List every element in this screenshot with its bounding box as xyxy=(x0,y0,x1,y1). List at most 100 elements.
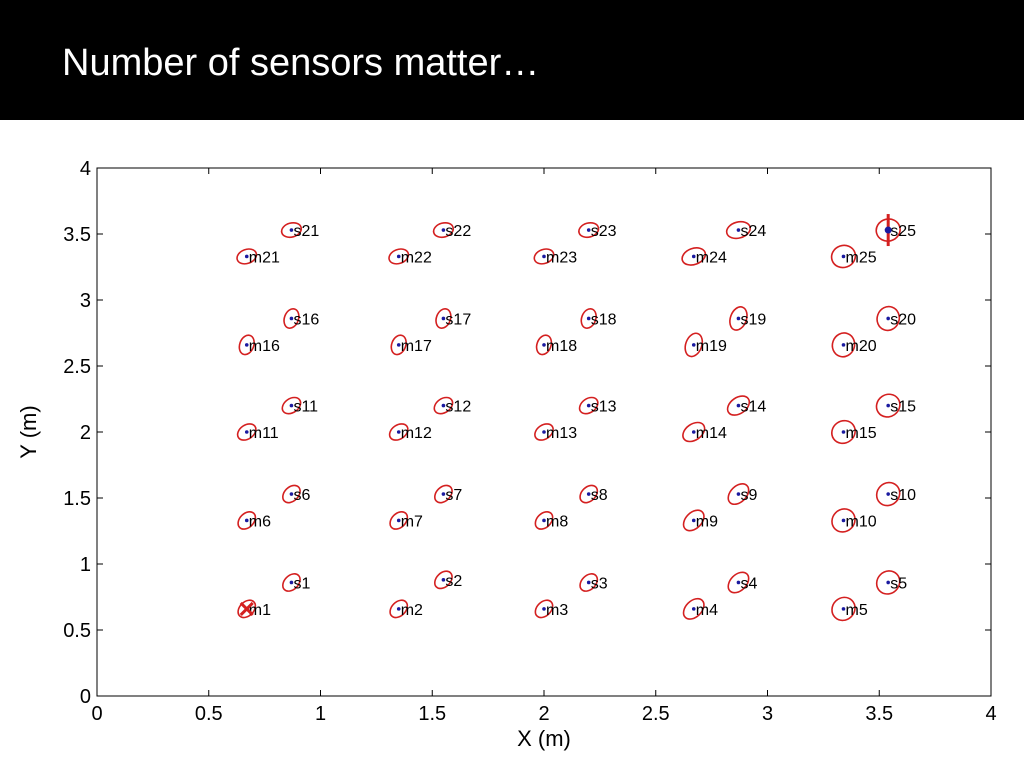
mark-point: m17 xyxy=(390,334,432,356)
mark-ellipse xyxy=(831,596,856,622)
mark-estimate xyxy=(841,430,846,434)
mark-estimate xyxy=(542,518,546,523)
mark-label: m14 xyxy=(696,425,727,442)
mark-estimate xyxy=(244,254,249,259)
mark-point: m23 xyxy=(533,248,577,266)
sensor-estimate xyxy=(586,228,591,232)
cross-stroke xyxy=(239,601,254,616)
sensor-label: s25 xyxy=(890,223,916,240)
sensor-ellipse xyxy=(725,220,752,240)
y-tick-label: 0.5 xyxy=(63,620,91,642)
mark-point: m11 xyxy=(236,423,279,442)
sensor-label: s4 xyxy=(740,575,757,592)
sensor-label: s8 xyxy=(591,487,608,504)
sensor-ellipse xyxy=(726,395,751,416)
mark-estimate xyxy=(396,607,401,611)
mark-point: m7 xyxy=(389,511,423,530)
sensor-estimate xyxy=(441,228,446,232)
x-tick-label: 1 xyxy=(315,703,326,725)
sensor-estimate xyxy=(586,403,591,408)
sensor-ellipse xyxy=(727,483,750,506)
sensor-label: s21 xyxy=(293,223,319,240)
mark-ellipse xyxy=(236,248,258,265)
mark-ellipse xyxy=(389,599,409,619)
sensor-estimate xyxy=(289,492,294,496)
chart-marks: s1 s2 s3 s4 s5 s6 s7 s8 s9 s10 s11 s12 s13 s14 s15 s16 s… xyxy=(236,214,916,622)
y-tick-label: 3.5 xyxy=(63,224,91,246)
sensor-point: s7 xyxy=(433,484,462,504)
sensor-ellipse xyxy=(727,571,750,594)
mark-point: m18 xyxy=(535,334,577,356)
sensor-ellipse xyxy=(433,570,453,590)
mark-ellipse xyxy=(534,511,554,530)
sensor-ellipse xyxy=(876,305,901,332)
mark-ellipse xyxy=(681,247,707,266)
sensor-label: s10 xyxy=(890,487,916,504)
sensor-point: s14 xyxy=(726,395,766,416)
mark-ellipse xyxy=(534,599,554,619)
sensor-ellipse xyxy=(578,222,600,239)
mark-label: m3 xyxy=(546,602,568,619)
mark-label: m23 xyxy=(546,249,577,266)
mark-point: m19 xyxy=(684,332,727,358)
mark-estimate xyxy=(691,430,696,434)
sensor-ellipse xyxy=(435,307,452,329)
mark-ellipse xyxy=(830,244,857,269)
sensor-label: s20 xyxy=(890,311,916,328)
sensor-label: s24 xyxy=(740,223,766,240)
sensor-label: s3 xyxy=(591,575,608,592)
mark-label: m20 xyxy=(845,338,876,355)
mark-ellipse xyxy=(390,334,407,356)
mark-point: m6 xyxy=(237,511,271,530)
sensor-point: s20 xyxy=(876,305,916,332)
sensor-estimate xyxy=(441,316,446,321)
mark-label: m12 xyxy=(401,425,432,442)
mark-estimate xyxy=(396,254,401,259)
sensor-estimate xyxy=(736,403,741,408)
mark-point: m13 xyxy=(534,423,577,442)
sensor-estimate xyxy=(289,228,294,232)
mark-estimate xyxy=(542,430,546,434)
x-tick-label: 0 xyxy=(91,703,102,725)
sensor-estimate xyxy=(586,492,591,496)
mark-label: m16 xyxy=(249,338,280,355)
mark-estimate xyxy=(396,430,401,434)
mark-label: m21 xyxy=(249,249,280,266)
mark-point: m9 xyxy=(682,509,718,532)
sensor-point: s10 xyxy=(875,481,916,507)
mark-estimate xyxy=(542,254,546,259)
mark-label: m13 xyxy=(546,425,577,442)
mark-estimate xyxy=(396,518,401,523)
mark-label: m11 xyxy=(249,425,279,442)
mark-point: m22 xyxy=(388,248,432,266)
sensor-ellipse xyxy=(433,396,454,415)
mark-label: m17 xyxy=(401,338,432,355)
mark-point: m16 xyxy=(238,334,280,356)
sensor-estimate xyxy=(886,403,890,408)
mark-ellipse xyxy=(388,423,409,441)
mark-point: m8 xyxy=(534,511,568,530)
sensor-point: s5 xyxy=(875,570,907,595)
sensor-ellipse xyxy=(283,307,300,329)
mark-point: m2 xyxy=(389,599,423,619)
x-tick-label: 3 xyxy=(762,703,773,725)
x-tick-label: 3.5 xyxy=(865,703,893,725)
mark-label: m10 xyxy=(845,513,876,530)
axis-ticks: 0 0.5 1 1.5 2 2.5 3 3.5 4 0 0.5 1 1.5 2 2.5 3 3.5 4 xyxy=(63,158,996,725)
mark-estimate xyxy=(841,254,846,259)
mark-label: m25 xyxy=(845,249,876,266)
cross-marker xyxy=(239,601,254,616)
y-tick-label: 0 xyxy=(80,686,91,708)
mark-point: m24 xyxy=(681,247,727,266)
mark-ellipse xyxy=(831,419,856,445)
mark-label: m2 xyxy=(401,602,423,619)
sensor-ellipse xyxy=(281,396,302,415)
mark-ellipse xyxy=(237,511,257,530)
sensor-label: s7 xyxy=(445,487,462,504)
mark-label: m19 xyxy=(696,338,727,355)
sensor-point: s19 xyxy=(729,306,766,331)
x-axis-title: X (m) xyxy=(517,726,571,751)
sensor-label: s6 xyxy=(293,487,310,504)
mark-label: m18 xyxy=(546,338,577,355)
sensor-point: s8 xyxy=(579,484,608,504)
